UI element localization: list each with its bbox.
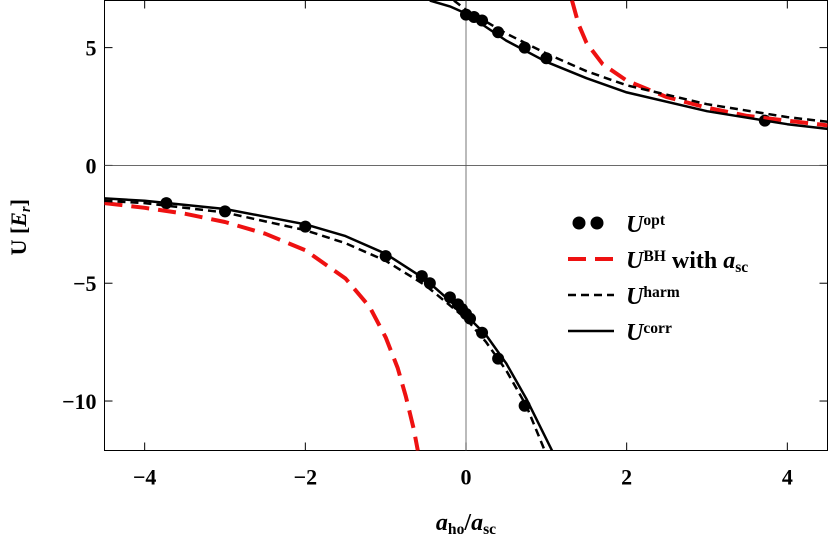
legend-label: UBH with asc [626, 248, 748, 276]
point [443, 291, 456, 304]
legend-label-part: sc [735, 259, 748, 276]
y-tick-label: −5 [73, 271, 97, 296]
x-tick-label: 4 [782, 465, 793, 490]
x-tick-label: −4 [133, 465, 157, 490]
x-axis-label: aho/asc [436, 510, 496, 537]
y-axis-label-part: U [ [6, 227, 31, 256]
legend-label: Ucorr [626, 320, 672, 346]
legend-label-part: U [626, 248, 645, 274]
x-tick-label: 2 [621, 465, 632, 490]
legend-label: Uharm [626, 284, 680, 310]
y-tick-label: 5 [86, 36, 97, 61]
legend-label: Uopt [626, 212, 666, 238]
y-tick-label: −10 [62, 389, 97, 414]
x-axis-label-part: / [463, 510, 471, 536]
legend-label-part: U [626, 320, 645, 346]
x-tick-label: −2 [294, 465, 318, 490]
legend-label-part: with [666, 248, 723, 274]
legend-symbol [572, 216, 586, 230]
y-axis-label-part: ] [6, 199, 31, 206]
x-tick-label: 0 [461, 465, 472, 490]
x-axis-label-part: sc [483, 521, 496, 537]
series-line [104, 0, 828, 451]
y-axis-label-part: E [6, 212, 31, 228]
legend-label-part: corr [643, 320, 672, 337]
legend-label-part: BH [643, 248, 666, 265]
legend-label-part: opt [643, 212, 665, 229]
x-axis-label-part: a [471, 510, 483, 536]
legend-label-part: U [626, 212, 645, 238]
legend-symbol [590, 216, 604, 230]
plot-area [104, 0, 828, 451]
legend-label-part: a [723, 248, 735, 274]
legend-label-part: harm [643, 284, 679, 301]
x-axis-label-part: ho [448, 521, 465, 537]
legend-label-part: U [626, 284, 645, 310]
y-axis-label: U [Er] [6, 199, 34, 255]
x-axis-label-part: a [436, 510, 448, 536]
series-line [104, 0, 828, 451]
y-axis-label-part: r [18, 206, 34, 212]
y-tick-label: 0 [86, 153, 97, 178]
